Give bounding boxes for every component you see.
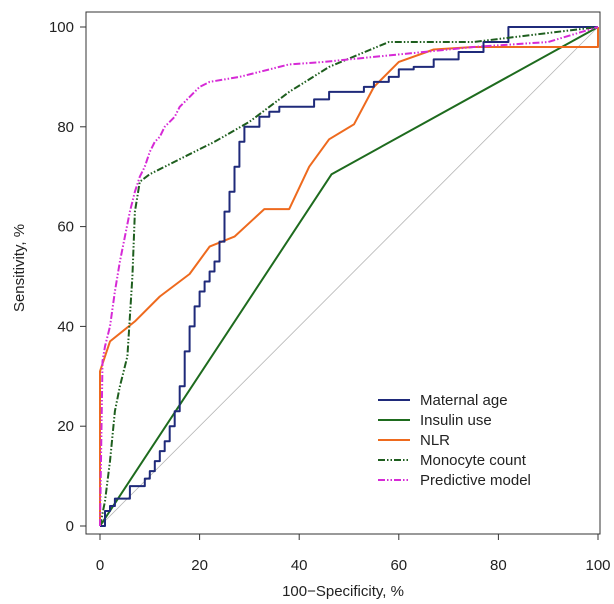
reference-diagonal-layer	[99, 26, 599, 527]
y-tick-label: 60	[57, 219, 74, 236]
y-tick-label: 0	[66, 518, 74, 535]
legend: Maternal age Insulin use NLR Monocyte count…	[378, 392, 531, 489]
y-axis-title: Sensitivity, %	[11, 224, 28, 312]
ticks-layer: 0 20 40 60 80 100 0 20 40 60 80 100	[49, 19, 611, 574]
legend-label-predictive-model: Predictive model	[420, 472, 531, 489]
x-tick-label: 0	[96, 557, 104, 574]
series-layer	[99, 26, 599, 527]
legend-label-nlr: NLR	[420, 432, 450, 449]
y-tick-label: 80	[57, 119, 74, 136]
y-tick-label: 100	[49, 19, 74, 36]
x-tick-label: 40	[291, 557, 308, 574]
x-tick-label: 20	[191, 557, 208, 574]
x-tick-label: 80	[490, 557, 507, 574]
series-line-maternal-age	[100, 26, 598, 527]
series-line-predictive-model	[99, 26, 599, 527]
y-tick-label: 40	[57, 318, 74, 335]
legend-label-insulin-use: Insulin use	[420, 412, 492, 429]
x-axis-title: 100−Specificity, %	[282, 583, 404, 600]
x-tick-label: 100	[585, 557, 610, 574]
x-tick-label: 60	[390, 557, 407, 574]
series-line-nlr	[99, 27, 599, 526]
reference-diagonal-line	[99, 26, 599, 527]
plot-border	[85, 11, 601, 535]
y-tick-label: 20	[57, 418, 74, 435]
legend-label-monocyte-count: Monocyte count	[420, 452, 527, 469]
series-line-insulin-use	[99, 26, 599, 527]
plot-area	[85, 11, 601, 535]
legend-label-maternal-age: Maternal age	[420, 392, 508, 409]
